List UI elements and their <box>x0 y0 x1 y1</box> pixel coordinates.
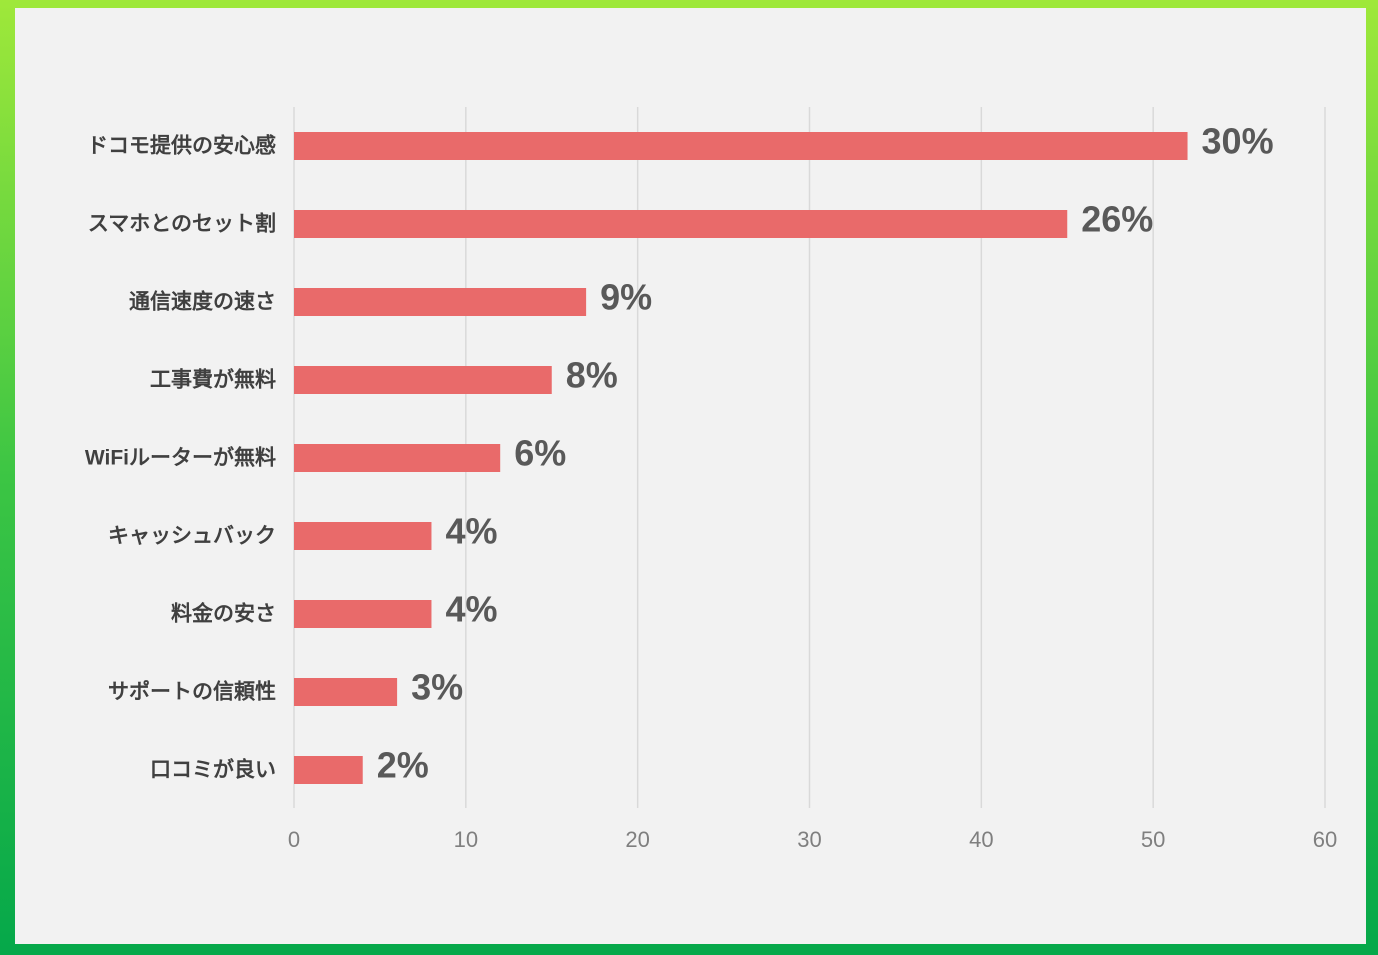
x-tick-label: 60 <box>1313 827 1337 852</box>
bar <box>294 600 432 628</box>
bar <box>294 522 432 550</box>
plot-background <box>15 8 1366 944</box>
bar <box>294 444 501 472</box>
y-tick-label: 通信速度の速さ <box>129 290 276 314</box>
x-tick-label: 30 <box>797 827 821 852</box>
y-tick-label: 工事費が無料 <box>150 368 276 392</box>
y-tick-label: 料金の安さ <box>171 602 276 626</box>
value-label: 6% <box>514 433 566 474</box>
value-label: 8% <box>566 355 618 396</box>
bar <box>294 210 1068 238</box>
x-tick-label: 0 <box>288 827 300 852</box>
y-tick-label: ドコモ提供の安心感 <box>87 134 276 158</box>
y-tick-label: スマホとのセット割 <box>88 212 276 236</box>
value-label: 30% <box>1202 121 1274 162</box>
x-tick-label: 20 <box>625 827 649 852</box>
bar <box>294 678 398 706</box>
x-tick-label: 40 <box>969 827 993 852</box>
value-label: 3% <box>411 667 463 708</box>
value-label: 4% <box>445 511 497 552</box>
value-label: 4% <box>445 589 497 630</box>
x-tick-label: 10 <box>454 827 478 852</box>
value-label: 26% <box>1081 199 1153 240</box>
bar <box>294 756 363 784</box>
bar <box>294 132 1188 160</box>
bar <box>294 366 552 394</box>
x-tick-label: 50 <box>1141 827 1165 852</box>
value-label: 2% <box>377 745 429 786</box>
bar <box>294 288 587 316</box>
y-tick-label: キャッシュバック <box>108 525 276 548</box>
y-tick-label: WiFiルーターが無料 <box>85 446 276 470</box>
y-tick-label: サポートの信頼性 <box>108 680 276 704</box>
value-label: 9% <box>600 277 652 318</box>
y-tick-label: 口コミが良い <box>150 758 276 782</box>
